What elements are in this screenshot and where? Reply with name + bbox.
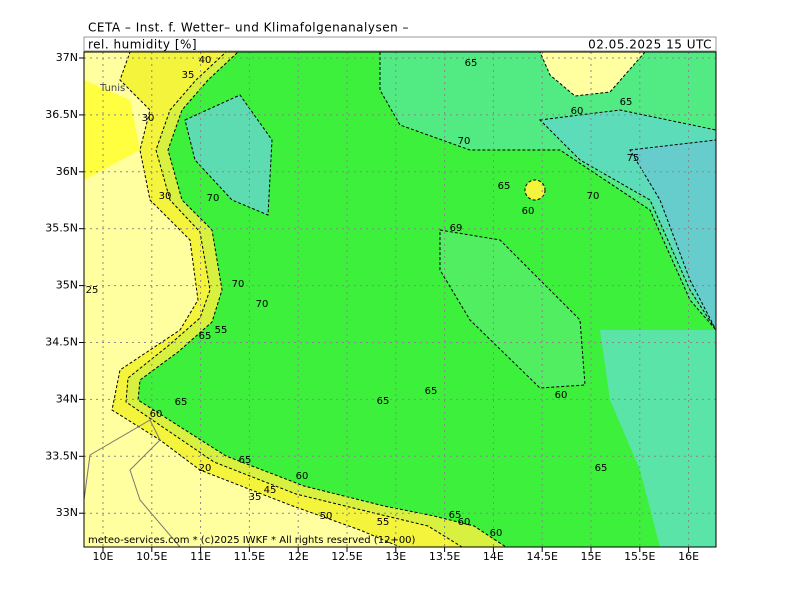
band-25 <box>84 80 140 180</box>
band-80 <box>629 139 716 331</box>
map-field <box>84 52 716 547</box>
lat-label: 37N <box>56 51 78 64</box>
place-label: Tunis <box>99 83 125 94</box>
contour-label: 60 <box>490 528 503 539</box>
contour-label: 65 <box>620 97 633 108</box>
contour-label: 60 <box>571 106 584 117</box>
header-box <box>83 36 717 52</box>
lon-label: 15.5E <box>624 550 655 563</box>
contour-label: 65 <box>498 181 511 192</box>
lon-label: 13E <box>385 550 406 563</box>
contour-label: 65 <box>199 331 212 342</box>
lon-label: 13.5E <box>429 550 460 563</box>
band-70-south <box>600 330 716 547</box>
contour-label: 40 <box>199 55 212 66</box>
contour-label: 65 <box>425 386 438 397</box>
lon-label: 11E <box>190 550 211 563</box>
contour-label: 70 <box>256 299 269 310</box>
contour-label: 65 <box>449 510 462 521</box>
band-north-dry <box>539 52 646 97</box>
contour-label: 70 <box>207 193 220 204</box>
valid-time: 02.05.2025 15 UTC <box>588 38 712 52</box>
contour-label: 70 <box>232 279 245 290</box>
contour-label: 65 <box>465 58 478 69</box>
contour-label: 65 <box>175 397 188 408</box>
contour-label: 70 <box>587 191 600 202</box>
contour-label: 60 <box>555 390 568 401</box>
contour-label: 60 <box>458 517 471 528</box>
contour-label: 25 <box>86 285 99 296</box>
contour-label: 65 <box>595 463 608 474</box>
contour-label: 69 <box>450 223 463 234</box>
contour-label: 55 <box>215 325 228 336</box>
footer: meteo-services.com * (c)2025 IWKF * All … <box>88 535 416 546</box>
map-frame <box>83 51 717 548</box>
contour-label: 30 <box>159 191 172 202</box>
lat-label: 33N <box>56 506 78 519</box>
contour-label: 70 <box>458 136 471 147</box>
contour-label: 75 <box>627 153 640 164</box>
lat-label: 35N <box>56 279 78 292</box>
contour-label: 60 <box>522 206 535 217</box>
lat-label: 34N <box>56 392 78 405</box>
lat-label: 35.5N <box>45 222 78 235</box>
contour-label: 20 <box>199 463 212 474</box>
lat-label: 33.5N <box>45 449 78 462</box>
contour-label: 45 <box>264 485 277 496</box>
lon-label: 10E <box>93 550 114 563</box>
lon-label: 11.5E <box>234 550 265 563</box>
lon-label: 12.5E <box>331 550 362 563</box>
contour-label: 65 <box>377 396 390 407</box>
contour-label: 65 <box>239 455 252 466</box>
header-title: CETA – Inst. f. Wetter– und Klimafolgena… <box>88 21 409 35</box>
lon-label: 16E <box>678 550 699 563</box>
coastline <box>84 419 181 547</box>
lon-label: 15E <box>581 550 602 563</box>
island-dry <box>524 179 546 201</box>
contour-label: 35 <box>249 492 262 503</box>
lat-label: 34.5N <box>45 336 78 349</box>
band-69 <box>439 229 586 389</box>
grid: 10E 10.5E 11E 11.5E 12E 12.5E 13E 13.5E 14E 14.5E… <box>45 51 716 563</box>
lat-label: 36.5N <box>45 108 78 121</box>
contour-label: 50 <box>320 511 333 522</box>
lon-label: 12E <box>288 550 309 563</box>
lon-label: 14E <box>483 550 504 563</box>
contour-label: 30 <box>142 113 155 124</box>
contour-label: 35 <box>182 70 195 81</box>
contour-label: 55 <box>377 517 390 528</box>
contour-label: 60 <box>296 471 309 482</box>
lon-label: 14.5E <box>526 550 557 563</box>
lon-label: 10.5E <box>136 550 167 563</box>
contour-label: 60 <box>150 409 163 420</box>
band-70-west <box>184 94 273 216</box>
lat-label: 36N <box>56 165 78 178</box>
variable-label: rel. humidity [%] <box>88 38 197 52</box>
